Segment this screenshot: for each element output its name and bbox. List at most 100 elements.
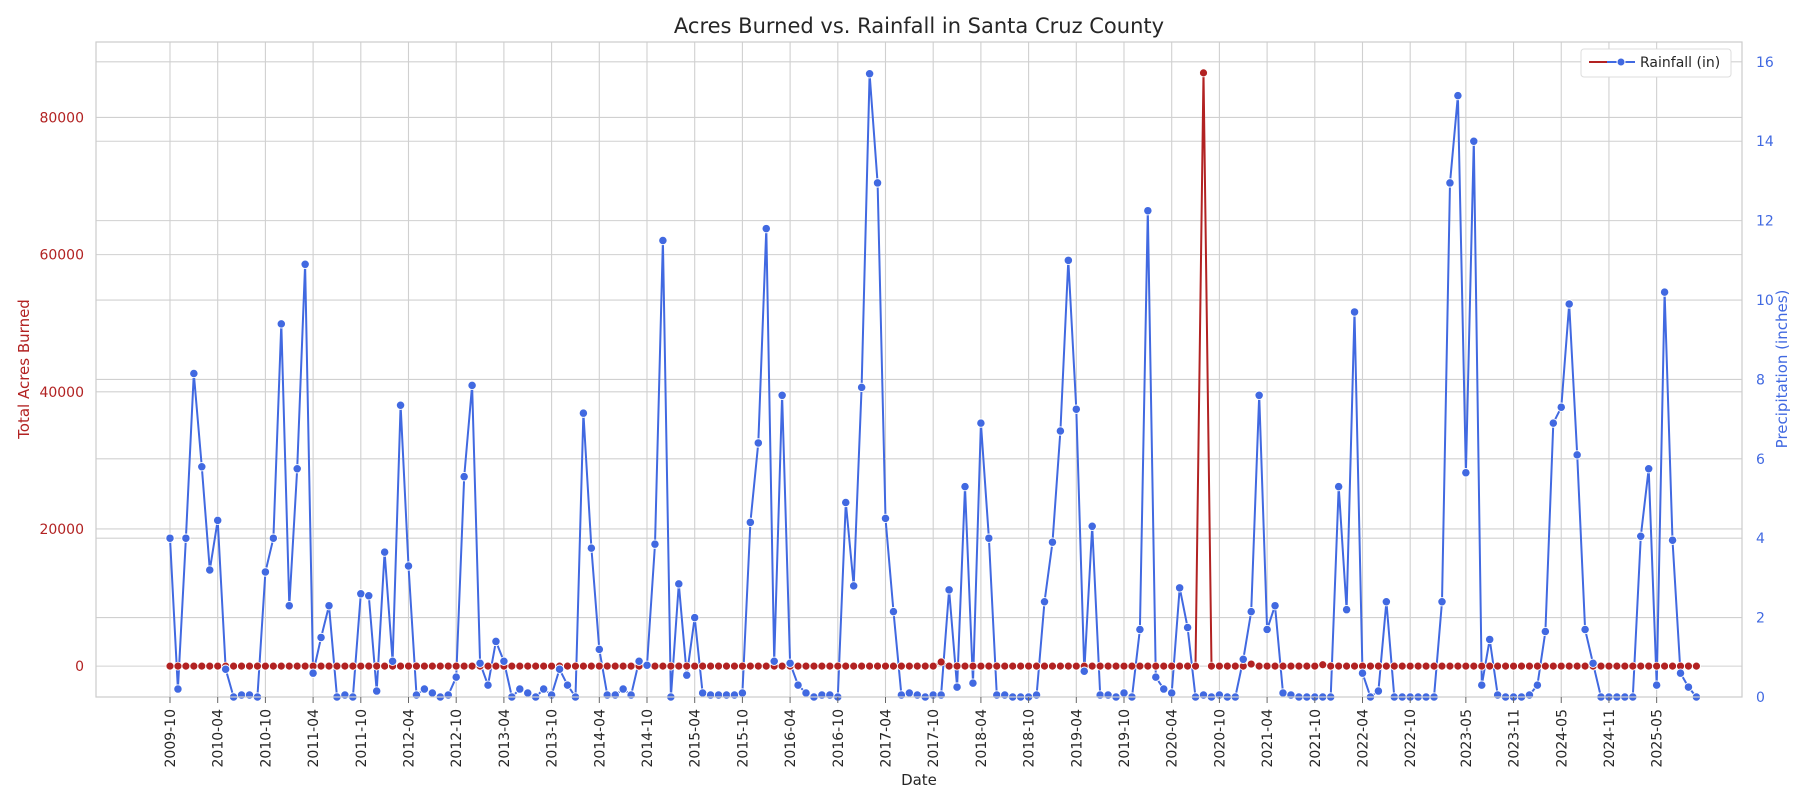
point-rainfall-2011-01 (284, 601, 294, 611)
point-rainfall-2024-02 (1532, 680, 1543, 690)
point-rainfall-2020-01 (1143, 206, 1153, 216)
point-acres-2023-11 (1509, 661, 1518, 671)
point-rainfall-2018-04 (976, 418, 986, 428)
point-acres-2010-06 (229, 661, 239, 671)
point-rainfall-2012-06 (419, 684, 430, 694)
point-acres-2016-03 (777, 661, 787, 671)
point-acres-2018-09 (1016, 661, 1026, 671)
x-tick-label: 2022-04 (1356, 709, 1372, 768)
x-tick-label: 2023-05 (1459, 709, 1475, 768)
point-acres-2021-09 (1302, 661, 1312, 671)
point-acres-2022-09 (1397, 661, 1407, 671)
point-acres-2017-04 (881, 661, 890, 671)
series-points (165, 68, 1702, 702)
point-acres-2020-12 (1230, 661, 1240, 671)
point-acres-2012-09 (443, 661, 453, 671)
point-acres-2021-06 (1278, 661, 1288, 671)
x-tick-label: 2018-10 (1022, 709, 1038, 768)
point-acres-2018-01 (952, 661, 962, 671)
y-tick-label: 20000 (39, 522, 84, 538)
point-rainfall-2016-09 (825, 690, 835, 700)
point-rainfall-2019-01 (1047, 537, 1058, 547)
y2-tick-label: 14 (1756, 134, 1774, 150)
point-acres-2017-02 (865, 661, 874, 671)
point-rainfall-2025-05 (1652, 680, 1662, 690)
point-acres-2020-02 (1151, 661, 1161, 671)
point-acres-2021-07 (1286, 661, 1296, 671)
point-rainfall-2018-03 (968, 678, 978, 688)
point-acres-2023-09 (1493, 661, 1503, 671)
point-rainfall-2025-06 (1659, 287, 1670, 297)
point-acres-2016-12 (849, 661, 859, 671)
point-acres-2019-03 (1063, 661, 1073, 671)
point-rainfall-2020-03 (1159, 684, 1169, 694)
point-rainfall-2019-10 (1119, 688, 1129, 698)
point-acres-2020-05 (1175, 661, 1185, 671)
x-tick-label: 2024-05 (1554, 709, 1570, 768)
point-rainfall-2011-10 (356, 589, 366, 599)
legend-swatch-rainfall-marker (1616, 57, 1626, 67)
x-tick-label: 2020-04 (1165, 709, 1181, 768)
point-rainfall-2011-06 (324, 601, 334, 611)
point-acres-2012-10 (451, 661, 461, 671)
point-rainfall-2019-02 (1055, 426, 1066, 436)
y2-tick-label: 12 (1756, 214, 1774, 230)
point-rainfall-2025-08 (1675, 668, 1686, 678)
point-acres-2015-01 (666, 661, 676, 671)
point-rainfall-2014-12 (658, 235, 668, 246)
point-rainfall-2015-12 (753, 438, 763, 448)
point-rainfall-2015-09 (729, 690, 740, 700)
point-rainfall-2020-04 (1167, 688, 1177, 698)
point-acres-2021-10 (1310, 661, 1320, 671)
point-rainfall-2013-04 (499, 656, 509, 666)
point-acres-2019-01 (1048, 661, 1057, 671)
point-acres-2025-09 (1684, 661, 1693, 671)
point-acres-2018-11 (1032, 661, 1041, 671)
point-acres-2017-05 (889, 661, 898, 671)
point-rainfall-2014-05 (602, 690, 612, 700)
point-rainfall-2017-02 (864, 69, 875, 79)
point-rainfall-2025-03 (1636, 531, 1646, 541)
point-acres-2020-06 (1183, 661, 1192, 671)
point-acres-2023-02 (1437, 661, 1447, 671)
point-rainfall-2021-02 (1246, 607, 1256, 617)
point-acres-2019-12 (1135, 661, 1145, 671)
point-acres-2024-10 (1596, 661, 1606, 671)
x-tick-label: 2015-10 (735, 709, 751, 768)
point-rainfall-2017-08 (912, 690, 922, 700)
point-acres-2016-11 (841, 661, 851, 671)
x-tick-label: 2019-10 (1117, 709, 1133, 768)
x-tick-label: 2013-04 (497, 709, 513, 768)
point-acres-2016-08 (817, 661, 827, 671)
point-rainfall-2012-03 (395, 400, 406, 410)
point-rainfall-2014-07 (618, 684, 628, 694)
y-tick-label: 80000 (39, 110, 84, 126)
point-rainfall-2014-04 (594, 644, 604, 655)
point-acres-2021-05 (1270, 661, 1280, 671)
x-tick-label: 2010-04 (211, 709, 227, 768)
point-rainfall-2009-10 (165, 533, 175, 543)
point-acres-2020-07 (1191, 661, 1200, 671)
point-acres-2014-01 (571, 661, 580, 671)
point-acres-2014-04 (594, 661, 604, 671)
point-rainfall-2022-07 (1381, 597, 1392, 607)
point-rainfall-2011-11 (364, 591, 374, 601)
point-rainfall-2021-01 (1238, 654, 1248, 664)
point-acres-2022-12 (1421, 661, 1431, 671)
point-acres-2025-06 (1660, 661, 1669, 671)
point-acres-2011-06 (324, 661, 334, 671)
point-acres-2012-11 (459, 661, 469, 671)
point-rainfall-2019-06 (1087, 521, 1097, 531)
point-rainfall-2011-03 (300, 259, 310, 269)
point-acres-2016-01 (761, 661, 771, 671)
point-acres-2024-07 (1572, 661, 1582, 671)
point-rainfall-2011-02 (292, 464, 302, 474)
point-rainfall-2017-01 (857, 382, 867, 393)
point-acres-2024-11 (1604, 661, 1614, 671)
point-rainfall-2015-07 (713, 690, 724, 700)
point-acres-2010-09 (253, 661, 262, 671)
x-tick-label: 2014-10 (640, 709, 656, 768)
point-acres-2020-04 (1167, 661, 1177, 671)
point-acres-2019-10 (1119, 661, 1129, 671)
point-acres-2014-06 (610, 661, 620, 671)
